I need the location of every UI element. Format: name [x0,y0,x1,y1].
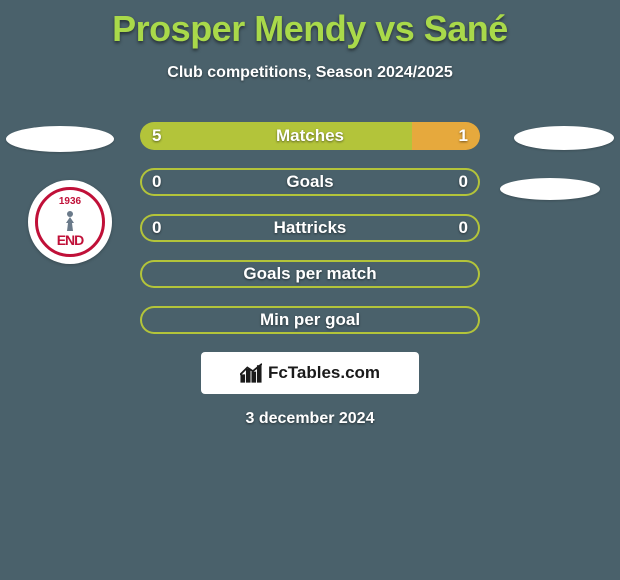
stat-value-right: 1 [459,122,468,150]
stat-value-right: 0 [459,214,468,242]
stat-value-right: 0 [459,168,468,196]
date: 3 december 2024 [0,410,620,428]
stat-label: Goals per match [140,260,480,288]
stat-bar: Matches5 1 [140,122,480,150]
page-title: Prosper Mendy vs Sané [0,0,620,50]
brand-box[interactable]: FcTables.com [201,352,419,394]
stat-rows: Matches51Goals00Hattricks00Goals per mat… [0,122,620,334]
stat-bar: Goals per match [140,260,480,288]
stat-label: Matches [140,122,480,150]
stat-label: Min per goal [140,306,480,334]
stat-label: Goals [140,168,480,196]
stat-row: Min per goal [0,306,620,334]
stat-value-left: 0 [152,168,161,196]
brand-text: FcTables.com [268,363,380,383]
stat-bar: Goals0 0 [140,168,480,196]
stat-bar: Hattricks0 0 [140,214,480,242]
subtitle: Club competitions, Season 2024/2025 [0,64,620,82]
stat-value-left: 5 [152,122,161,150]
stat-row: Goals per match [0,260,620,288]
stat-row: Matches5 1 [0,122,620,150]
club-badge-year: 1936 [59,196,81,207]
stat-bar: Min per goal [140,306,480,334]
bar-chart-icon [240,363,262,383]
stat-row: Hattricks0 0 [0,214,620,242]
stat-label: Hattricks [140,214,480,242]
stat-value-left: 0 [152,214,161,242]
stat-row: Goals0 0 [0,168,620,196]
comparison-widget: Prosper Mendy vs Sané Club competitions,… [0,0,620,580]
